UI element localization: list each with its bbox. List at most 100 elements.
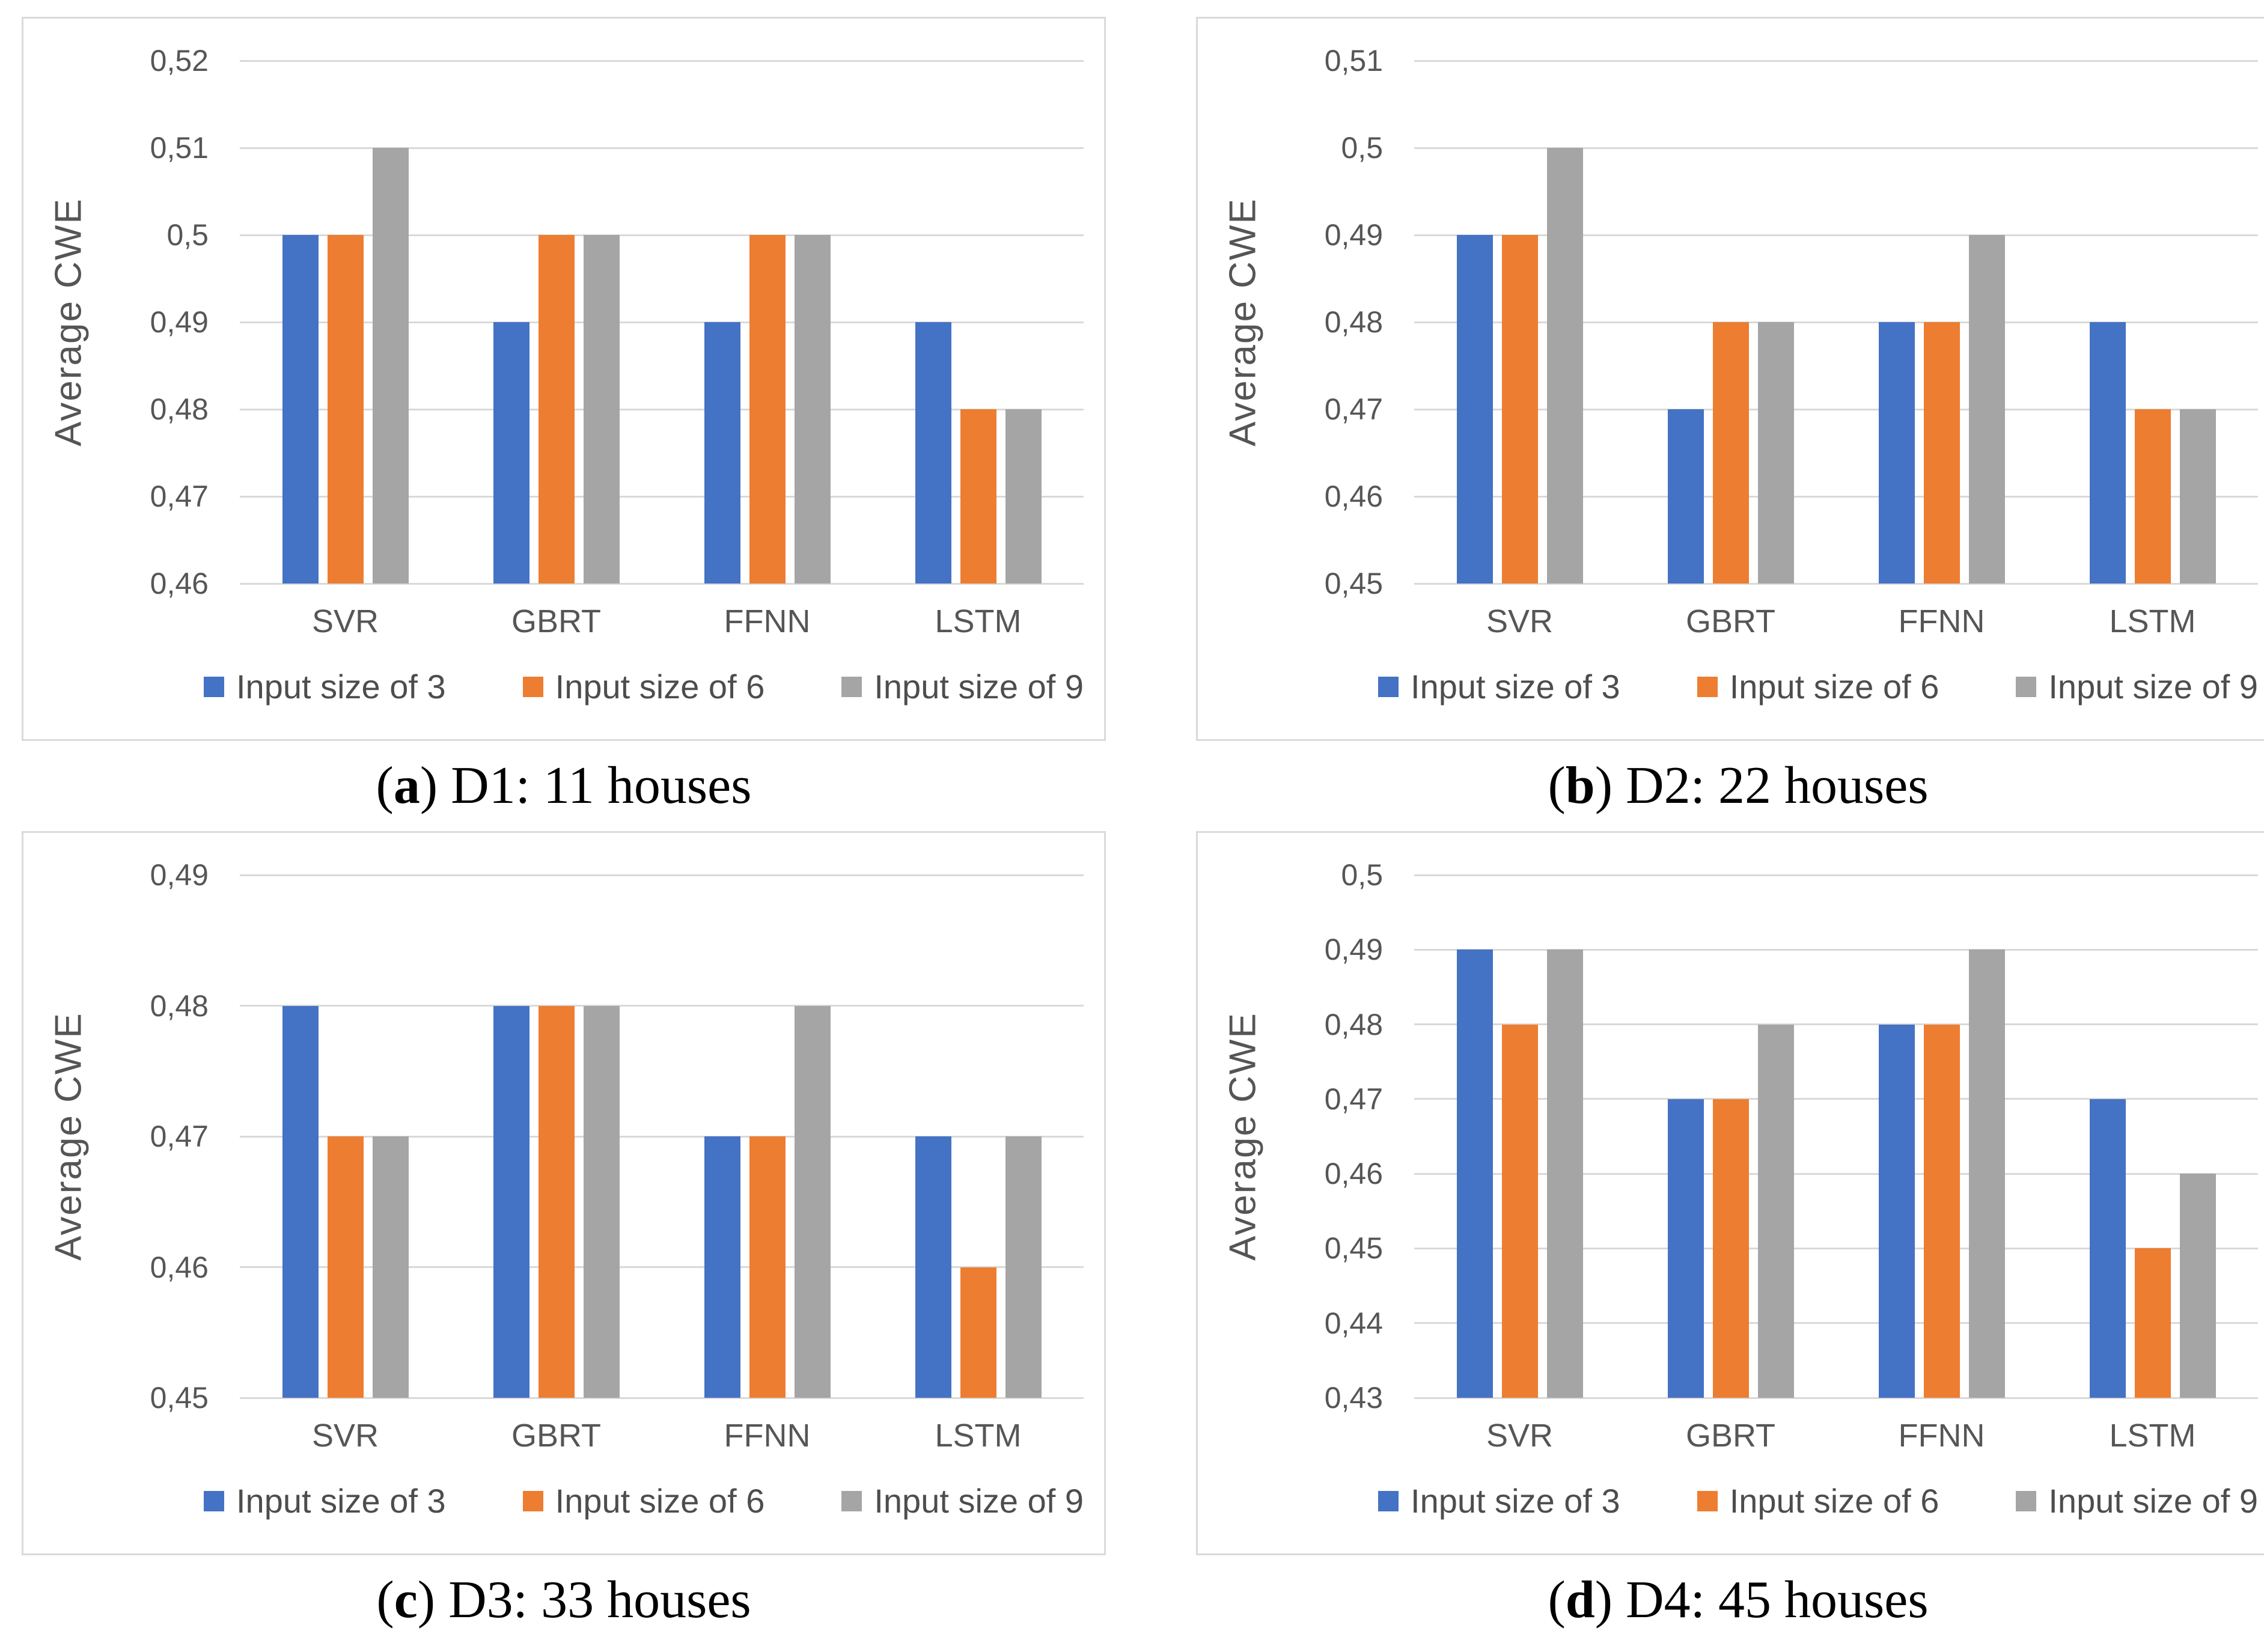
y-tick-label: 0,46 [150, 1250, 209, 1284]
bar-gbrt-input-size-of-9 [1757, 1024, 1794, 1398]
x-axis-labels: SVR GBRT FFNN LSTM [1414, 1398, 2258, 1473]
chart-d-body: Average CWE 0,43 0,44 0,45 0,46 0,47 0,48 0,49 0… [1198, 833, 2264, 1553]
x-label-gbrt: GBRT [511, 1417, 602, 1454]
caption-d-wrap: (d) D4: 45 houses [1196, 1555, 2264, 1645]
legend-item: Input size of 9 [841, 1481, 1084, 1520]
bar-gbrt-input-size-of-3 [493, 1005, 529, 1398]
bar-ffnn-input-size-of-3 [1878, 322, 1915, 584]
legend-item: Input size of 6 [522, 667, 765, 706]
caption-d: (d) D4: 45 houses [1548, 1571, 1929, 1629]
legend-label: Input size of 3 [1411, 668, 1620, 706]
bar-svr-input-size-of-6 [1501, 1024, 1538, 1398]
y-axis-ticks: 0,45 0,46 0,47 0,48 0,49 0,5 0,51 [1288, 44, 1414, 600]
y-axis-title-column: Average CWE [1198, 833, 1288, 1553]
bar-group-lstm [2047, 875, 2258, 1398]
y-tick-label: 0,49 [1324, 933, 1384, 967]
gridline [1414, 874, 2259, 876]
bar-lstm-input-size-of-3 [915, 1136, 951, 1398]
y-axis-ticks: 0,43 0,44 0,45 0,46 0,47 0,48 0,49 0,5 [1288, 858, 1414, 1415]
plot-row: 0,46 0,47 0,48 0,49 0,5 0,51 0,52 [114, 44, 1084, 600]
gridline [1414, 147, 2259, 149]
legend-item: Input size of 6 [1697, 1481, 1939, 1520]
legend-label: Input size of 6 [555, 668, 765, 706]
caption-letter: b [1565, 757, 1595, 815]
bar-group-lstm [873, 875, 1084, 1398]
gridline [240, 1397, 1084, 1399]
bar-lstm-input-size-of-6 [960, 409, 996, 584]
bar-ffnn-input-size-of-9 [1968, 949, 2005, 1398]
x-label-lstm: LSTM [2109, 1417, 2196, 1454]
x-label-lstm: LSTM [2109, 603, 2196, 639]
y-tick-label: 0,49 [150, 305, 209, 339]
x-label-ffnn: FFNN [1898, 603, 1985, 639]
legend-label: Input size of 3 [1411, 1482, 1620, 1520]
y-axis-ticks: 0,46 0,47 0,48 0,49 0,5 0,51 0,52 [114, 44, 240, 600]
x-label-svr: SVR [1486, 603, 1554, 639]
caption-letter: d [1565, 1571, 1595, 1629]
caption-b: (b) D2: 22 houses [1548, 757, 1929, 815]
bar-gbrt-input-size-of-3 [493, 322, 529, 584]
gridline [1414, 1247, 2259, 1249]
bar-lstm-input-size-of-9 [2179, 1174, 2216, 1398]
bar-ffnn-input-size-of-3 [704, 1136, 740, 1398]
y-tick-label: 0,52 [150, 44, 209, 78]
legend-item: Input size of 9 [2016, 667, 2258, 706]
legend-marker-icon [841, 676, 862, 697]
gridline [240, 1135, 1084, 1138]
gridline [240, 1005, 1084, 1007]
caption-c: (c) D3: 33 houses [376, 1571, 751, 1629]
gridline [1414, 948, 2259, 951]
bar-svr-input-size-of-9 [372, 1136, 409, 1398]
y-axis-title: Average CWE [1222, 198, 1264, 447]
legend-marker-icon [1378, 1490, 1399, 1511]
legend-marker-icon [522, 1490, 543, 1511]
y-tick-label: 0,47 [150, 480, 209, 514]
y-tick-label: 0,5 [1341, 858, 1384, 892]
legend-marker-icon [204, 1490, 224, 1511]
legend-label: Input size of 9 [2048, 668, 2259, 706]
legend-label: Input size of 6 [1729, 668, 1939, 706]
panel-c: Average CWE 0,45 0,46 0,47 0,48 0,49 SVR GBRT FF… [22, 831, 1106, 1645]
y-tick-label: 0,51 [1324, 44, 1384, 78]
bar-lstm-input-size-of-6 [2134, 1248, 2171, 1398]
bar-svr-input-size-of-6 [327, 235, 364, 584]
y-tick-label: 0,47 [150, 1120, 209, 1153]
y-axis-title: Average CWE [47, 198, 90, 447]
y-tick-label: 0,51 [150, 131, 209, 165]
gridline [240, 874, 1084, 876]
bar-lstm-input-size-of-6 [2134, 409, 2171, 584]
bar-lstm-input-size-of-9 [1005, 1136, 1042, 1398]
y-tick-label: 0,44 [1324, 1306, 1384, 1340]
y-tick-label: 0,47 [1324, 392, 1384, 427]
legend-marker-icon [841, 1490, 862, 1511]
bar-gbrt-input-size-of-6 [1712, 322, 1749, 584]
y-tick-label: 0,45 [1324, 1231, 1384, 1266]
y-tick-label: 0,45 [150, 1381, 209, 1415]
bar-gbrt-input-size-of-3 [1667, 1099, 1704, 1398]
plot-row: 0,43 0,44 0,45 0,46 0,47 0,48 0,49 0,5 [1288, 858, 2259, 1415]
gridline [240, 495, 1084, 498]
gridline [1414, 321, 2259, 323]
gridline [1414, 1023, 2259, 1026]
bar-gbrt-input-size-of-6 [1712, 1099, 1749, 1398]
chart-b-main: 0,45 0,46 0,47 0,48 0,49 0,5 0,51 SVR GBRT FFNN LS… [1288, 19, 2264, 739]
gridline [240, 321, 1084, 323]
chart-c-frame: Average CWE 0,45 0,46 0,47 0,48 0,49 SVR GBRT FF… [22, 831, 1106, 1555]
x-label-ffnn: FFNN [724, 1417, 811, 1454]
y-tick-label: 0,5 [1341, 131, 1384, 165]
chart-c-main: 0,45 0,46 0,47 0,48 0,49 SVR GBRT FFNN LSTM Input… [114, 833, 1104, 1553]
y-tick-label: 0,46 [1324, 480, 1384, 514]
bar-group-lstm [873, 61, 1084, 584]
y-tick-label: 0,48 [1324, 1007, 1384, 1041]
y-tick-label: 0,48 [1324, 305, 1384, 339]
panel-d: Average CWE 0,43 0,44 0,45 0,46 0,47 0,48 0,49 0… [1196, 831, 2264, 1645]
y-tick-label: 0,48 [150, 989, 209, 1023]
bar-group-gbrt [451, 875, 662, 1398]
x-label-lstm: LSTM [935, 603, 1022, 639]
bar-gbrt-input-size-of-6 [538, 235, 575, 584]
plot-area [1414, 59, 2259, 585]
x-label-ffnn: FFNN [724, 603, 811, 639]
gridline [1414, 408, 2259, 410]
y-tick-label: 0,45 [1324, 567, 1384, 600]
legend-marker-icon [2016, 1490, 2037, 1511]
